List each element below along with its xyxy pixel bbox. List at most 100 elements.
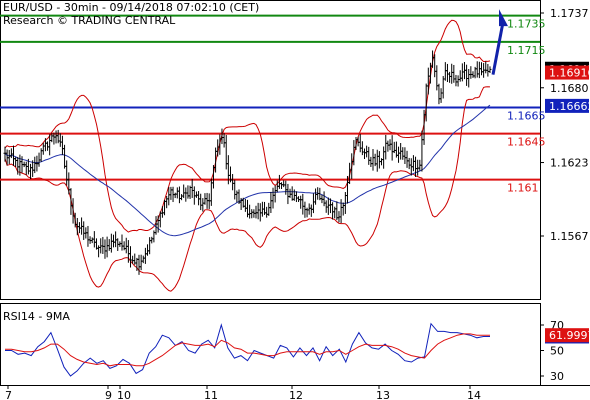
price-candle: [469, 66, 473, 79]
support-resistance-levels: 1.1735 1.1715 1.1665 1.1645 1.161: [0, 14, 546, 195]
forecast-arrow: [491, 9, 508, 75]
price-candle: [124, 237, 128, 254]
rsi-series: [5, 333, 490, 367]
price-candle: [60, 135, 64, 155]
time-axis: 7 9 10 11 12 13 14: [5, 385, 481, 400]
price-candle: [475, 61, 479, 78]
price-candle: [177, 186, 181, 204]
price-candle: [314, 188, 318, 205]
price-candle: [43, 138, 47, 152]
price-candle: [377, 151, 381, 169]
price-candle: [290, 186, 294, 201]
price-candle: [46, 141, 50, 151]
price-candle: [150, 236, 154, 244]
price-candle: [388, 139, 392, 151]
price-candle: [341, 202, 345, 216]
price-candle: [450, 63, 454, 84]
price-candle: [143, 247, 147, 264]
price-candle: [369, 156, 373, 167]
price-candle: [486, 63, 490, 77]
upper-band: [4, 19, 491, 233]
price-candle: [280, 182, 284, 189]
price-candle: [156, 215, 160, 233]
price-candle: [452, 64, 456, 83]
price-candle: [224, 135, 228, 170]
bollinger-bands: [4, 19, 491, 292]
price-candle: [420, 130, 424, 172]
price-candle: [390, 135, 394, 161]
price-box: 1.16662: [545, 98, 590, 113]
time-tick-label: 12: [289, 389, 303, 400]
price-candle: [309, 204, 313, 217]
price-candle: [186, 185, 190, 199]
price-candle: [435, 65, 439, 91]
price-candle: [273, 185, 277, 203]
price-candle: [288, 188, 292, 198]
price-candle: [120, 234, 124, 251]
rsi-series: [5, 322, 490, 377]
time-tick-label: 9: [105, 389, 112, 400]
price-candle: [65, 160, 69, 186]
price-candle: [169, 186, 173, 200]
price-candle: [458, 70, 462, 82]
rsi-tick-label: 50: [550, 345, 564, 358]
level-label: 1.1665: [507, 109, 546, 122]
price-candle: [471, 71, 475, 78]
price-candle: [479, 62, 483, 76]
price-candle: [233, 179, 237, 200]
price-candle: [58, 133, 62, 147]
price-candle: [433, 54, 437, 78]
lower-band: [4, 86, 491, 292]
price-candle: [484, 61, 488, 74]
price-candle: [414, 156, 418, 177]
price-candle: [118, 241, 122, 247]
level-label: 1.161: [507, 182, 539, 195]
rsi-value-label: 61.9997: [549, 329, 590, 342]
rsi-value-bg: [545, 328, 589, 343]
price-candle: [467, 68, 471, 88]
price-candle: [269, 191, 273, 213]
price-candle: [33, 156, 37, 174]
price-candle: [199, 193, 203, 211]
price-candle: [14, 157, 18, 167]
price-candle: [439, 88, 443, 103]
chart-title: EUR/USD - 30min - 09/14/2018 07:02:10 (C…: [3, 1, 260, 14]
price-candle: [322, 191, 326, 207]
price-candle: [173, 192, 177, 199]
price-candle: [231, 174, 235, 191]
price-candle: [9, 148, 13, 159]
price-candle: [101, 236, 105, 254]
price-candle: [401, 147, 405, 160]
price-candle: [392, 141, 396, 154]
price-candle: [29, 163, 33, 180]
price-candle: [175, 187, 179, 199]
moving-average: [4, 104, 491, 237]
rsi-panel-border: [0, 303, 541, 386]
chart-frame: [0, 0, 590, 386]
price-candle: [141, 255, 145, 264]
price-tick-label: 1.1680: [550, 82, 589, 95]
price-candle: [445, 63, 449, 83]
price-candle: [139, 254, 143, 271]
price-candle: [488, 66, 492, 73]
price-box: 1.16916: [545, 65, 590, 80]
price-candle: [111, 234, 115, 248]
price-axis: 1.17371.16801.16231.15671.169451.169161.…: [540, 7, 590, 243]
price-candle: [456, 75, 460, 87]
price-candle: [397, 146, 401, 163]
price-candle: [137, 254, 141, 275]
price-candle: [299, 195, 303, 209]
rsi-tick-label: 30: [550, 370, 564, 383]
price-candle: [367, 146, 371, 165]
time-tick-label: 11: [204, 389, 218, 400]
level-label: 1.1645: [507, 136, 546, 149]
price-candle: [350, 153, 354, 180]
price-tick-label: 1.1567: [550, 230, 589, 243]
price-candle: [254, 205, 258, 219]
price-candle: [348, 162, 352, 185]
price-candle: [443, 62, 447, 81]
price-candle: [158, 211, 162, 228]
time-tick-label: 7: [5, 389, 12, 400]
price-candle: [86, 225, 90, 247]
